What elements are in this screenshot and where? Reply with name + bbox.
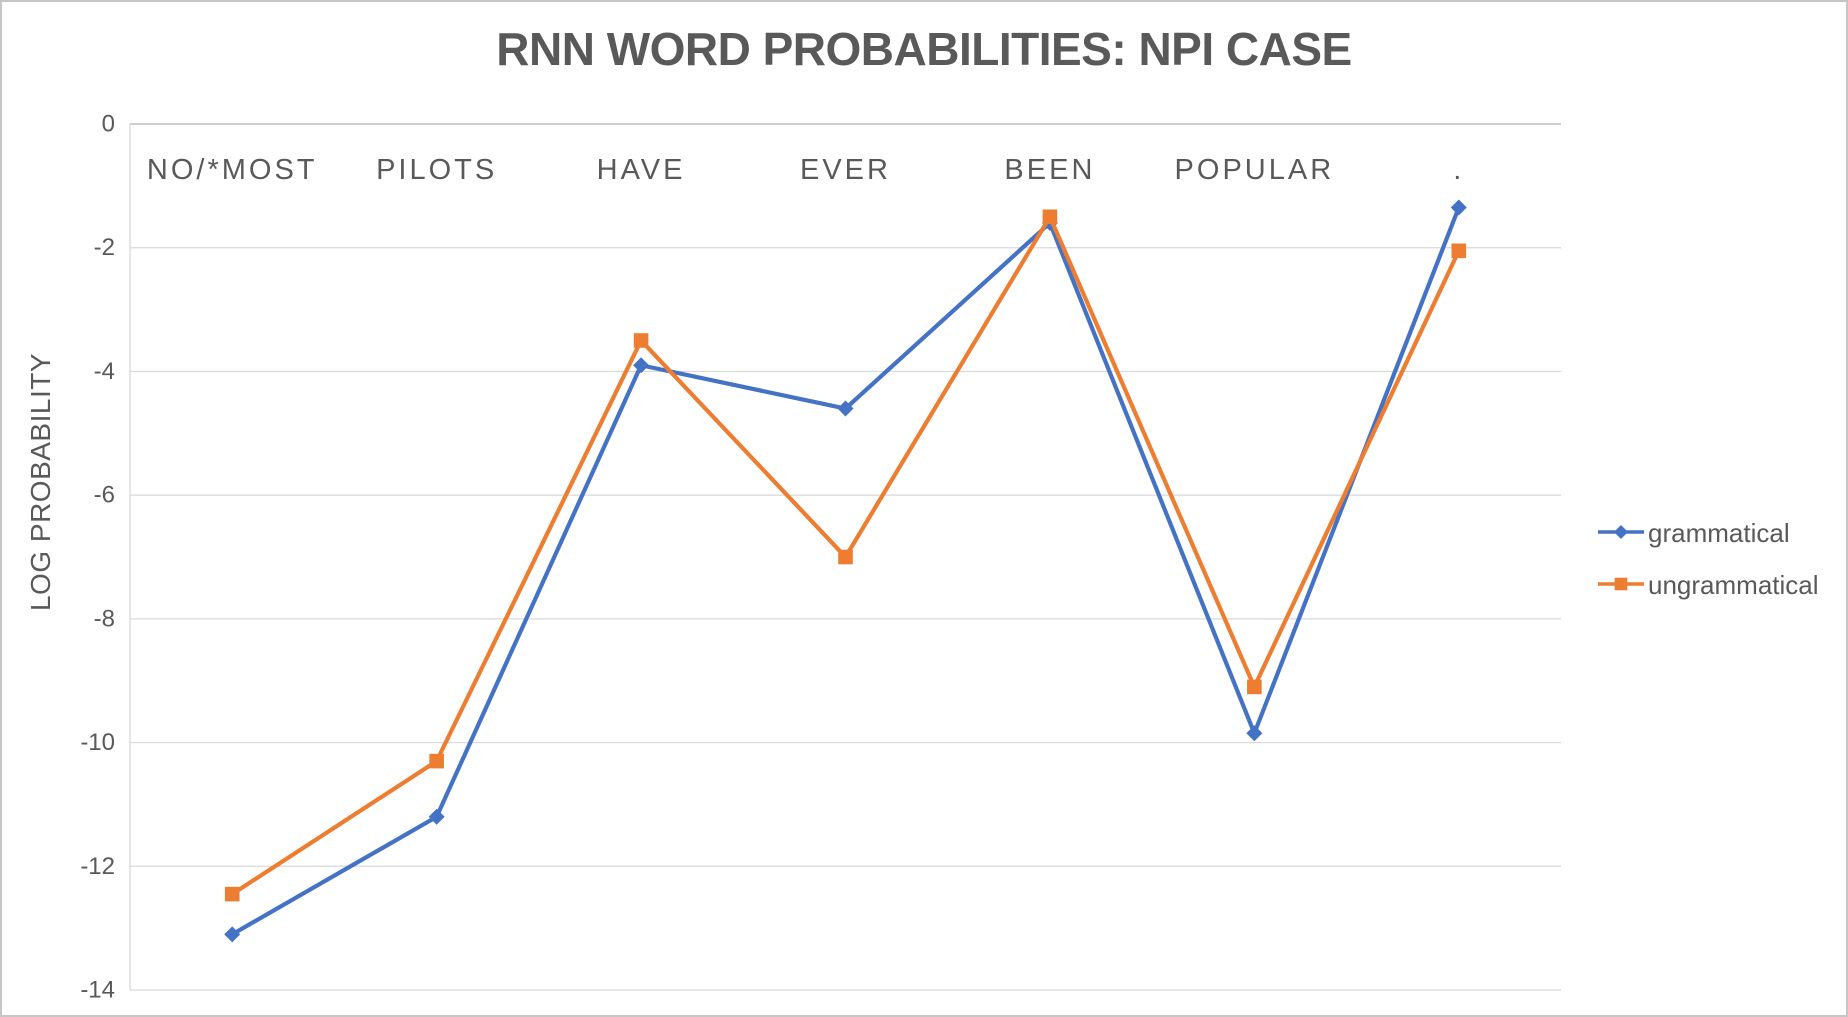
data-point-ungrammatical-3 <box>633 333 649 348</box>
data-point-grammatical-7 <box>1450 199 1467 216</box>
data-point-grammatical-6 <box>1246 725 1263 742</box>
y-tick-label: -2 <box>94 234 115 261</box>
chart-root: 0 -2 -4 -6 -8 -10 -12 -14 NO/*MOST PILOTS HAVE EVER… <box>80 111 1818 1004</box>
data-point-ungrammatical-4 <box>838 549 853 565</box>
y-axis-title: LOG PROBABILITY <box>25 353 56 611</box>
category-label-5: BEEN <box>1004 154 1095 186</box>
category-label-1: NO/*MOST <box>147 154 318 186</box>
data-point-ungrammatical-1 <box>224 886 240 902</box>
legend-label-ungrammatical: ungrammatical <box>1648 570 1819 600</box>
series-grammatical <box>224 199 1467 943</box>
y-tick-label: 0 <box>102 111 115 138</box>
y-tick-label: -10 <box>80 729 115 756</box>
y-tick-label: -12 <box>80 853 115 880</box>
series-line-grammatical <box>230 205 1461 937</box>
y-tick-label: -6 <box>94 482 115 509</box>
legend-label-grammatical: grammatical <box>1648 518 1790 548</box>
series-ungrammatical <box>224 209 1467 902</box>
category-label-4: EVER <box>800 154 891 186</box>
y-tick-label: -14 <box>80 977 115 1004</box>
data-point-ungrammatical-2 <box>429 753 444 769</box>
chart-title: RNN WORD PROBABILITIES: NPI CASE <box>496 23 1352 75</box>
category-label-3: HAVE <box>597 154 686 186</box>
data-point-ungrammatical-5 <box>1042 209 1058 225</box>
data-point-grammatical-3 <box>633 357 650 374</box>
legend-item-grammatical: grammatical <box>1598 518 1790 548</box>
legend-marker-square-icon <box>1614 577 1628 591</box>
y-tick-label: -4 <box>94 358 115 385</box>
category-label-7: . <box>1453 154 1464 186</box>
category-label-2: PILOTS <box>376 154 497 186</box>
data-point-ungrammatical-6 <box>1247 679 1262 695</box>
data-point-grammatical-1 <box>224 926 241 943</box>
legend-marker-diamond-icon <box>1614 525 1628 539</box>
category-label-6: POPULAR <box>1175 154 1335 186</box>
legend-item-ungrammatical: ungrammatical <box>1598 570 1819 600</box>
y-tick-label: -8 <box>94 605 115 632</box>
data-point-grammatical-4 <box>837 400 854 417</box>
data-point-grammatical-2 <box>428 808 445 825</box>
data-point-ungrammatical-7 <box>1451 243 1467 259</box>
